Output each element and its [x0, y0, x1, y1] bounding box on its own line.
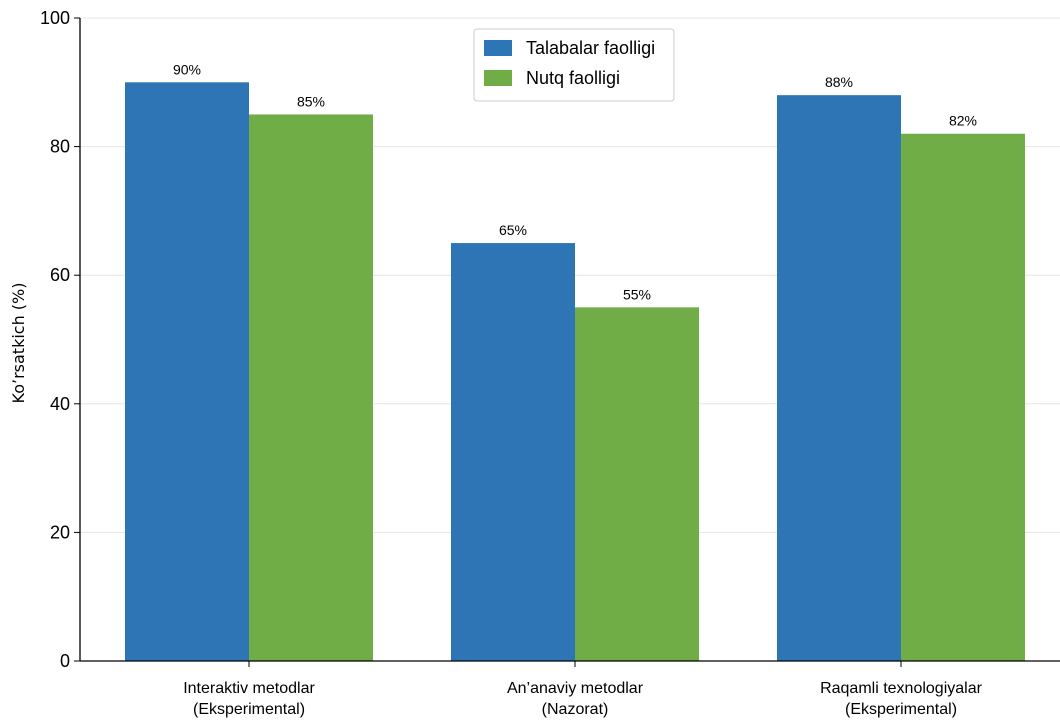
x-category-label: Raqamli texnologiyalar [820, 680, 983, 697]
legend-label: Nutq faolligi [526, 68, 620, 88]
bar-nutq-0 [249, 114, 373, 661]
bars-group: 90% 65% 88% 85% 55% 82% [125, 61, 1025, 662]
bar-talabalar-0 [125, 82, 249, 662]
legend-swatch [484, 70, 512, 86]
axes [79, 18, 1060, 662]
y-tick-label: 20 [50, 522, 70, 542]
legend-box [473, 28, 675, 102]
bar-value-label: 82% [949, 113, 977, 129]
bar-talabalar-2 [777, 95, 901, 661]
bar-talabalar-1 [451, 243, 575, 662]
x-category-label: (Eksperimental) [845, 701, 957, 718]
bar-nutq-1 [575, 307, 699, 661]
y-tick-label: 100 [40, 8, 70, 28]
bar-value-label: 65% [499, 222, 527, 238]
legend-label: Talabalar faolligi [526, 38, 655, 58]
x-category-label: (Nazorat) [542, 701, 609, 718]
bar-value-label: 90% [173, 61, 201, 77]
bar-value-label: 85% [297, 93, 325, 109]
y-tick-label: 40 [50, 394, 70, 414]
y-tick-label: 0 [60, 651, 70, 671]
x-category-label: (Eksperimental) [193, 701, 305, 718]
legend-swatch [484, 40, 512, 56]
x-category-label: An’anaviy metodlar [507, 680, 644, 697]
y-tick-label: 60 [50, 265, 70, 285]
bar-value-label: 88% [825, 74, 853, 90]
y-axis-label: Ko’rsatkich (%) [9, 283, 28, 404]
y-ticks: 0 20 40 60 80 100 [40, 8, 80, 671]
bar-value-label: 55% [623, 286, 651, 302]
x-category-label: Interaktiv metodlar [183, 680, 315, 697]
bar-nutq-2 [901, 133, 1025, 662]
y-tick-label: 80 [50, 137, 70, 157]
legend: Talabalar faolligi Nutq faolligi [473, 28, 675, 102]
x-category-labels: Interaktiv metodlar (Eksperimental) An’ana… [183, 661, 983, 718]
